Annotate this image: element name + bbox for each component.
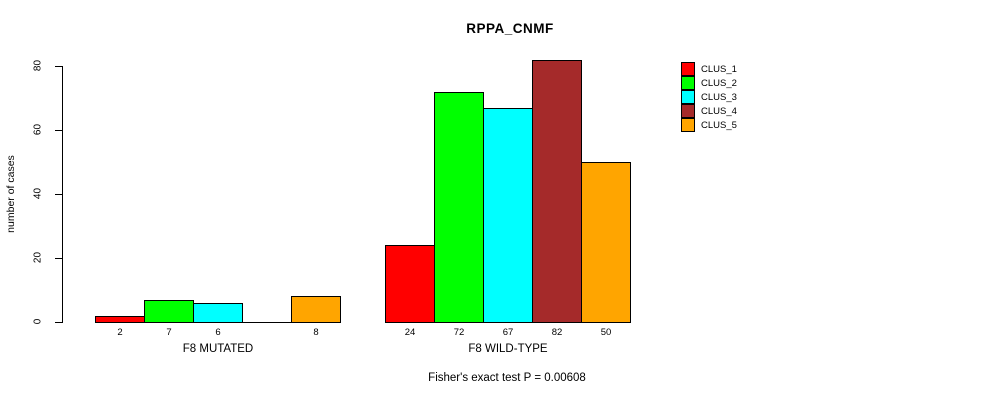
bar-value-label: 8 [313,327,319,338]
bar-value-label: 82 [551,327,563,338]
bar [434,92,484,323]
y-tick [55,258,62,259]
chart-title: RPPA_CNMF [466,21,554,36]
bar [483,108,533,323]
group-label: F8 WILD-TYPE [468,343,548,355]
legend-swatch [681,90,695,104]
legend-label: CLUS_2 [701,77,737,89]
bar [532,60,582,323]
legend-swatch [681,76,695,90]
bar-value-label: 7 [166,327,172,338]
fisher-test-annotation: Fisher's exact test P = 0.00608 [428,372,586,384]
y-axis-label: number of cases [5,155,17,233]
legend-label: CLUS_1 [701,63,737,75]
bar [144,300,194,323]
legend-label: CLUS_3 [701,91,737,103]
bar-value-label: 67 [502,327,514,338]
y-tick-label: 80 [32,59,44,72]
y-axis-line [62,66,63,323]
bar [581,162,631,323]
bar-value-label: 50 [600,327,612,338]
y-tick [55,130,62,131]
y-tick-label: 60 [32,123,44,136]
legend-item: CLUS_2 [681,76,737,90]
legend-item: CLUS_1 [681,62,737,76]
bar [385,245,435,323]
legend-swatch [681,104,695,118]
legend-item: CLUS_4 [681,104,737,118]
legend-label: CLUS_4 [701,105,737,117]
bar-value-label: 6 [215,327,221,338]
y-tick [55,194,62,195]
bar-value-label: 24 [404,327,416,338]
legend-swatch [681,62,695,76]
bar [291,296,341,323]
y-tick-label: 0 [32,318,44,325]
bar [95,316,145,323]
y-tick-label: 20 [32,251,44,264]
legend-swatch [681,118,695,132]
legend: CLUS_1 CLUS_2 CLUS_3 CLUS_4 CLUS_5 [681,62,737,132]
y-tick [55,66,62,67]
y-tick-label: 40 [32,187,44,200]
legend-label: CLUS_5 [701,119,737,131]
legend-item: CLUS_3 [681,90,737,104]
bar-value-label: 72 [453,327,465,338]
y-tick [55,322,62,323]
bar [193,303,243,323]
bar-zero-line [242,322,292,323]
legend-item: CLUS_5 [681,118,737,132]
bar-value-label: 2 [117,327,123,338]
group-label: F8 MUTATED [182,343,254,355]
